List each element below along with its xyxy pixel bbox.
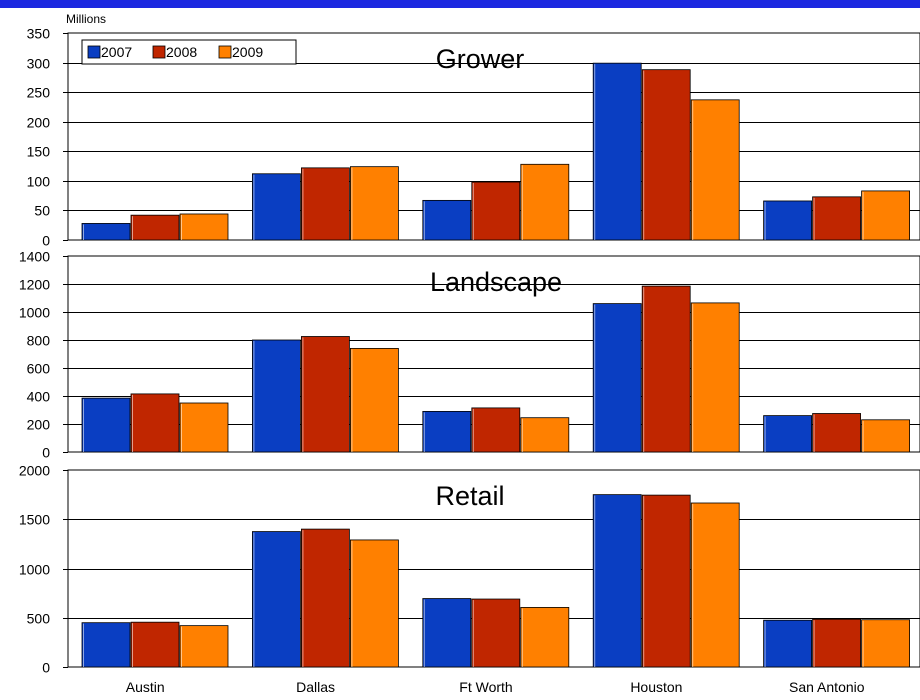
bar-landscape-dallas-2008	[301, 337, 349, 453]
y-tick-label-retail-500: 500	[27, 611, 51, 627]
x-tick-label-ft-worth: Ft Worth	[459, 679, 512, 695]
bar-landscape-dallas-2009	[350, 348, 398, 452]
bar-retail-houston-2009	[691, 503, 739, 667]
y-tick-label-grower-300: 300	[27, 56, 51, 72]
y-tick-label-retail-1500: 1500	[19, 512, 50, 528]
x-axis: Austin Dallas Ft Worth Houston San Antonio	[126, 679, 865, 695]
bar-retail-ft-worth-2007	[423, 599, 471, 667]
bar-retail-austin-2007	[82, 623, 130, 667]
bar-grower-ft-worth-2009	[521, 164, 569, 240]
y-tick-label-grower-200: 200	[27, 115, 51, 131]
bar-grower-austin-2007	[82, 223, 130, 240]
bar-landscape-houston-2009	[691, 303, 739, 452]
y-tick-label-landscape-1000: 1000	[19, 305, 50, 321]
bar-landscape-dallas-2007	[252, 340, 300, 452]
y-tick-label-grower-150: 150	[27, 144, 51, 160]
legend-label-2009: 2009	[232, 44, 263, 60]
bar-landscape-austin-2008	[131, 394, 179, 452]
bar-grower-san-antonio-2007	[764, 201, 812, 240]
bar-landscape-houston-2007	[593, 304, 641, 452]
bar-grower-austin-2008	[131, 215, 179, 240]
bar-landscape-austin-2009	[180, 403, 228, 452]
y-tick-label-landscape-600: 600	[27, 361, 51, 377]
y-tick-label-grower-100: 100	[27, 174, 51, 190]
bar-retail-houston-2007	[593, 495, 641, 667]
bar-retail-houston-2008	[642, 495, 690, 667]
y-tick-label-landscape-1200: 1200	[19, 277, 50, 293]
bar-landscape-ft-worth-2008	[472, 408, 520, 452]
legend: 2007 2008 2009	[82, 40, 296, 64]
bar-grower-dallas-2007	[252, 174, 300, 240]
bar-landscape-san-antonio-2007	[764, 416, 812, 452]
y-tick-label-landscape-800: 800	[27, 333, 51, 349]
legend-swatch-2009	[219, 46, 231, 58]
legend-swatch-2008	[153, 46, 165, 58]
bar-grower-houston-2009	[691, 100, 739, 240]
bar-grower-ft-worth-2008	[472, 182, 520, 240]
y-tick-label-landscape-0: 0	[42, 445, 50, 461]
y-tick-label-retail-0: 0	[42, 660, 50, 676]
y-tick-label-landscape-400: 400	[27, 389, 51, 405]
y-tick-label-grower-350: 350	[27, 26, 51, 42]
x-tick-label-san-antonio: San Antonio	[789, 679, 865, 695]
panel-title-retail: Retail	[435, 481, 504, 511]
panels-layer: 0 50 100 150 200 250 300 350 Grower 0 200 400 600 800…	[19, 26, 920, 676]
bar-landscape-austin-2007	[82, 398, 130, 452]
bar-grower-houston-2008	[642, 70, 690, 240]
bar-retail-austin-2009	[180, 626, 228, 667]
bar-grower-austin-2009	[180, 214, 228, 240]
bar-retail-san-antonio-2009	[862, 620, 910, 667]
y-tick-label-grower-250: 250	[27, 85, 51, 101]
unit-label: Millions	[66, 12, 106, 26]
bar-landscape-san-antonio-2008	[813, 414, 861, 453]
legend-label-2008: 2008	[166, 44, 197, 60]
bar-retail-austin-2008	[131, 622, 179, 667]
bar-retail-san-antonio-2007	[764, 620, 812, 667]
bar-grower-ft-worth-2007	[423, 200, 471, 240]
legend-swatch-2007	[88, 46, 100, 58]
y-tick-label-grower-50: 50	[34, 203, 50, 219]
bar-retail-dallas-2007	[252, 532, 300, 667]
y-tick-label-retail-1000: 1000	[19, 562, 50, 578]
x-tick-label-austin: Austin	[126, 679, 165, 695]
y-tick-label-grower-0: 0	[42, 233, 50, 249]
bar-grower-dallas-2008	[301, 168, 349, 240]
legend-label-2007: 2007	[101, 44, 132, 60]
panel-title-landscape: Landscape	[430, 267, 562, 297]
y-tick-label-landscape-200: 200	[27, 417, 51, 433]
y-tick-label-retail-2000: 2000	[19, 463, 50, 479]
bar-retail-dallas-2008	[301, 529, 349, 667]
bar-retail-ft-worth-2009	[521, 607, 569, 667]
x-tick-label-dallas: Dallas	[296, 679, 335, 695]
bar-landscape-san-antonio-2009	[862, 420, 910, 452]
bar-grower-san-antonio-2009	[862, 191, 910, 240]
bar-grower-san-antonio-2008	[813, 197, 861, 240]
panel-title-grower: Grower	[436, 44, 525, 74]
bar-landscape-houston-2008	[642, 286, 690, 452]
x-tick-label-houston: Houston	[630, 679, 682, 695]
bar-retail-ft-worth-2008	[472, 599, 520, 667]
bar-retail-san-antonio-2008	[813, 619, 861, 667]
bar-landscape-ft-worth-2009	[521, 418, 569, 452]
bar-grower-houston-2007	[593, 63, 641, 240]
bar-grower-dallas-2009	[350, 167, 398, 240]
bar-retail-dallas-2009	[350, 540, 398, 667]
panel-landscape: 0 200 400 600 800 1000 1200 1400 Landscape	[19, 249, 920, 461]
bar-landscape-ft-worth-2007	[423, 411, 471, 452]
y-tick-label-landscape-1400: 1400	[19, 249, 50, 265]
panel-retail: 0 500 1000 1500 2000 Retail	[19, 463, 920, 676]
